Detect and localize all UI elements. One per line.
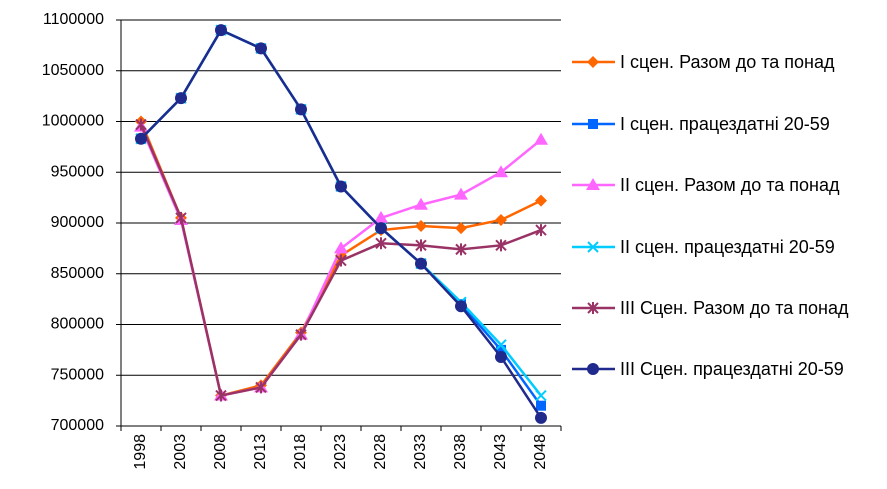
marker <box>586 178 600 190</box>
series <box>135 24 547 402</box>
marker <box>536 400 546 411</box>
x-tick-label: 2003 <box>172 434 189 470</box>
x-tick-label: 2043 <box>492 434 509 470</box>
y-tick-label: 900000 <box>51 214 104 231</box>
marker <box>494 165 508 178</box>
marker <box>534 132 548 145</box>
marker <box>375 237 387 250</box>
x-tick-label: 2028 <box>372 434 389 470</box>
marker <box>375 222 387 235</box>
marker <box>495 213 507 226</box>
marker <box>496 344 506 355</box>
marker <box>415 220 427 233</box>
y-tick-label: 850000 <box>51 265 104 282</box>
marker <box>535 411 547 424</box>
marker <box>374 210 388 223</box>
x-tick-label: 2013 <box>252 434 269 470</box>
marker <box>587 363 599 375</box>
y-tick-label: 1100000 <box>43 11 104 28</box>
legend-label: I сцен. Разом до та понад <box>620 52 835 72</box>
legend-label: I сцен. працездатні 20-59 <box>620 114 830 134</box>
marker <box>215 24 227 37</box>
marker <box>135 132 147 145</box>
marker <box>415 239 427 252</box>
legend-label: III Сцен. Разом до та понад <box>620 298 849 318</box>
marker <box>335 254 347 267</box>
marker <box>535 194 547 207</box>
series <box>135 118 547 402</box>
y-tick-label: 950000 <box>51 163 104 180</box>
marker <box>455 243 467 256</box>
y-tick-label: 700000 <box>51 417 104 434</box>
x-tick-label: 2048 <box>532 434 549 470</box>
marker <box>135 118 147 131</box>
marker <box>334 241 348 254</box>
marker <box>175 211 187 224</box>
legend-label: III Сцен. працездатні 20-59 <box>620 359 844 379</box>
marker <box>295 328 307 341</box>
marker <box>175 92 187 105</box>
marker <box>414 197 428 210</box>
marker <box>215 389 227 402</box>
x-tick-label: 2023 <box>332 434 349 470</box>
marker <box>495 350 507 363</box>
marker <box>455 300 467 313</box>
marker <box>587 302 599 314</box>
marker <box>295 103 307 116</box>
marker <box>455 222 467 235</box>
marker <box>495 239 507 252</box>
x-tick-label: 2033 <box>412 434 429 470</box>
marker <box>535 224 547 237</box>
legend-label: II сцен. працездатні 20-59 <box>620 237 835 257</box>
series <box>135 24 547 424</box>
x-tick-label: 2018 <box>292 434 309 470</box>
marker <box>255 381 267 394</box>
series <box>136 25 546 411</box>
marker <box>535 389 547 402</box>
marker <box>587 56 599 68</box>
marker <box>415 257 427 270</box>
series-line <box>140 28 542 397</box>
y-tick-label: 750000 <box>51 366 104 383</box>
marker <box>454 187 468 200</box>
y-tick-label: 1050000 <box>42 62 104 79</box>
x-tick-label: 1998 <box>132 434 149 470</box>
series-line <box>140 28 543 407</box>
y-tick-label: 800000 <box>51 316 104 333</box>
marker <box>588 119 598 129</box>
marker <box>587 241 599 253</box>
y-tick-label: 1000000 <box>42 113 104 130</box>
marker <box>255 42 267 55</box>
x-tick-label: 2038 <box>452 434 469 470</box>
x-tick-label: 2008 <box>212 434 229 470</box>
marker <box>335 180 347 193</box>
legend-label: II сцен. Разом до та понад <box>620 175 840 195</box>
marker <box>495 339 507 351</box>
